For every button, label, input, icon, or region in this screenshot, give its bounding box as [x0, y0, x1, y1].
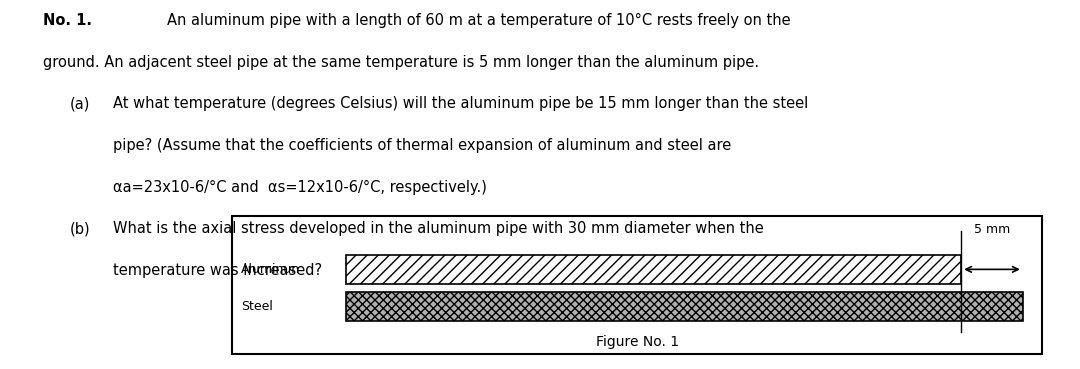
Text: Steel: Steel — [241, 300, 273, 313]
Text: No. 1.: No. 1. — [43, 13, 92, 28]
Text: 5 mm: 5 mm — [974, 223, 1010, 236]
Bar — [346, 255, 961, 284]
Text: At what temperature (degrees Celsius) will the aluminum pipe be 15 mm longer tha: At what temperature (degrees Celsius) wi… — [113, 96, 809, 111]
Text: Aluminun: Aluminun — [241, 263, 300, 276]
Text: Figure No. 1: Figure No. 1 — [596, 335, 678, 349]
Text: pipe? (Assume that the coefficients of thermal expansion of aluminum and steel a: pipe? (Assume that the coefficients of t… — [113, 138, 731, 153]
Bar — [232, 216, 1042, 354]
Text: (b): (b) — [70, 221, 91, 237]
Text: An aluminum pipe with a length of 60 m at a temperature of 10°C rests freely on : An aluminum pipe with a length of 60 m a… — [167, 13, 791, 28]
Text: What is the axial stress developed in the aluminum pipe with 30 mm diameter when: What is the axial stress developed in th… — [113, 221, 765, 237]
Text: ground. An adjacent steel pipe at the same temperature is 5 mm longer than the a: ground. An adjacent steel pipe at the sa… — [43, 55, 759, 70]
Text: αa=23x10-6/°C and  αs=12x10-6/°C, respectively.): αa=23x10-6/°C and αs=12x10-6/°C, respect… — [113, 180, 487, 195]
Text: (a): (a) — [70, 96, 91, 111]
Bar — [346, 292, 1023, 321]
Text: temperature was increased?: temperature was increased? — [113, 263, 323, 278]
